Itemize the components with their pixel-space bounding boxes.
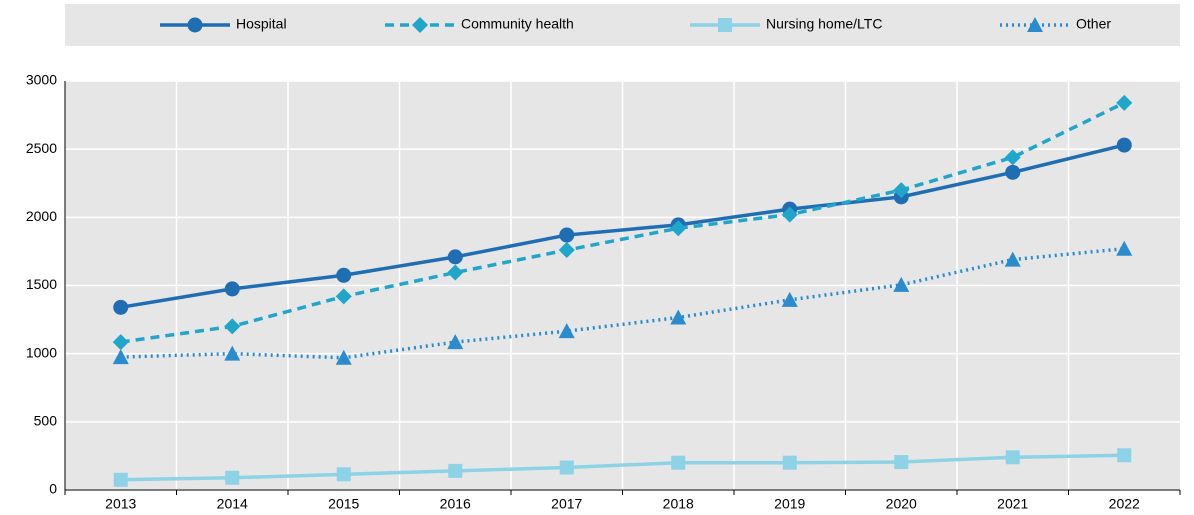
data-point bbox=[225, 470, 240, 485]
legend-label: Other bbox=[1076, 16, 1111, 32]
data-point bbox=[336, 467, 351, 482]
data-point bbox=[448, 463, 463, 478]
data-point bbox=[1116, 240, 1133, 256]
data-point bbox=[1116, 137, 1132, 153]
y-tick-label: 2500 bbox=[26, 140, 57, 156]
series-line bbox=[120, 143, 1125, 310]
data-point bbox=[224, 281, 240, 297]
data-point bbox=[113, 299, 129, 315]
data-point bbox=[224, 318, 241, 335]
y-tick-label: 1000 bbox=[26, 344, 57, 360]
legend-marker bbox=[187, 17, 203, 33]
data-point bbox=[447, 249, 463, 265]
y-tick-label: 0 bbox=[49, 481, 57, 497]
x-tick-label: 2015 bbox=[328, 496, 359, 512]
legend-label: Hospital bbox=[236, 16, 287, 32]
y-tick-label: 500 bbox=[34, 413, 58, 429]
data-point bbox=[558, 242, 575, 259]
x-tick-label: 2021 bbox=[997, 496, 1028, 512]
legend-marker bbox=[412, 17, 428, 33]
data-point bbox=[1004, 149, 1021, 166]
y-tick-label: 2000 bbox=[26, 208, 57, 224]
x-tick-label: 2019 bbox=[774, 496, 805, 512]
data-point bbox=[447, 334, 464, 350]
data-point bbox=[1005, 164, 1021, 180]
data-point bbox=[1005, 450, 1020, 465]
data-point bbox=[781, 206, 798, 223]
data-point bbox=[559, 460, 574, 475]
legend-marker bbox=[718, 18, 732, 32]
series-line bbox=[120, 101, 1126, 344]
x-tick-label: 2017 bbox=[551, 496, 582, 512]
x-tick-label: 2014 bbox=[217, 496, 248, 512]
data-point bbox=[670, 220, 687, 237]
y-tick-label: 3000 bbox=[26, 72, 57, 88]
x-tick-label: 2020 bbox=[886, 496, 917, 512]
data-point bbox=[894, 455, 909, 470]
data-point bbox=[781, 291, 798, 307]
data-point bbox=[112, 349, 129, 365]
data-point bbox=[113, 472, 128, 487]
data-point bbox=[559, 227, 575, 243]
legend-background bbox=[65, 4, 1180, 46]
x-tick-label: 2018 bbox=[663, 496, 694, 512]
data-point bbox=[671, 455, 686, 470]
series-line bbox=[120, 453, 1125, 482]
data-point bbox=[1004, 251, 1021, 267]
data-point bbox=[1116, 94, 1133, 111]
legend-marker bbox=[1027, 17, 1043, 32]
x-tick-label: 2016 bbox=[440, 496, 471, 512]
data-point bbox=[335, 349, 352, 365]
legend-label: Nursing home/LTC bbox=[766, 16, 882, 32]
data-point bbox=[670, 309, 687, 325]
data-point bbox=[893, 182, 910, 199]
data-point bbox=[336, 267, 352, 283]
y-tick-label: 1500 bbox=[26, 276, 57, 292]
data-point bbox=[112, 334, 129, 351]
x-tick-label: 2013 bbox=[105, 496, 136, 512]
data-point bbox=[447, 264, 464, 281]
data-point bbox=[335, 288, 352, 305]
data-point bbox=[224, 345, 241, 361]
x-tick-label: 2022 bbox=[1109, 496, 1140, 512]
data-point bbox=[782, 455, 797, 470]
data-point bbox=[893, 276, 910, 292]
legend-label: Community health bbox=[461, 16, 574, 32]
data-point bbox=[558, 323, 575, 339]
data-point bbox=[1117, 448, 1132, 463]
